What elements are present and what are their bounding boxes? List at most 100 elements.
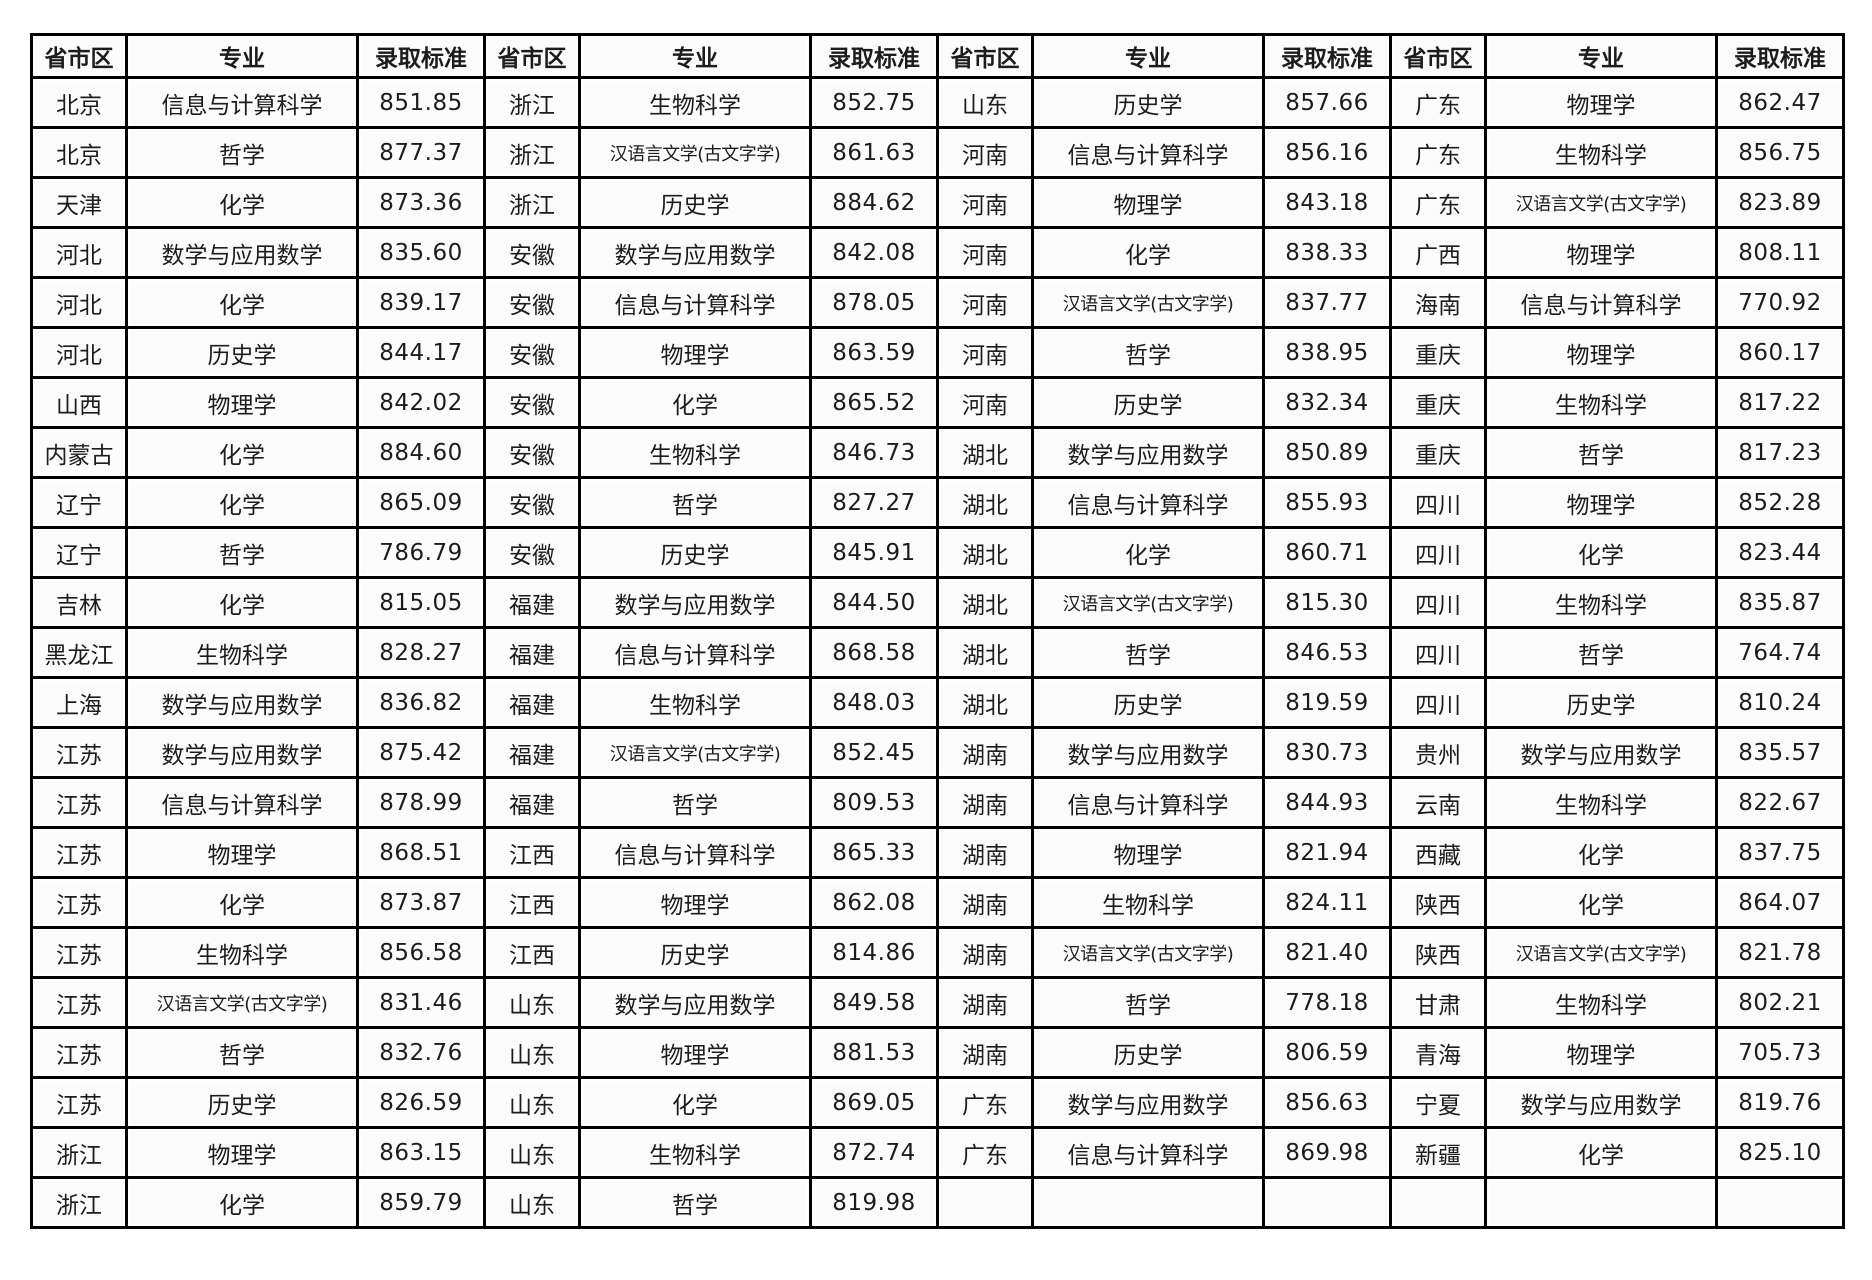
score-cell: 863.59 — [809, 326, 939, 379]
score-cell: 863.15 — [356, 1126, 486, 1179]
column-header-score: 录取标准 — [1262, 33, 1392, 79]
column-header-score: 录取标准 — [1715, 33, 1845, 79]
score-cell: 846.53 — [1262, 626, 1392, 679]
province-cell: 青海 — [1389, 1026, 1487, 1079]
score-cell: 808.11 — [1715, 226, 1845, 279]
province-cell: 江苏 — [30, 926, 128, 979]
table-row: 江苏 信息与计算科学 878.99 福建 哲学 809.53 湖南 信息与计算科学 844.93… — [30, 776, 1845, 829]
province-cell: 河南 — [936, 126, 1034, 179]
score-cell: 873.87 — [356, 876, 486, 929]
score-cell: 878.05 — [809, 276, 939, 329]
province-cell: 广东 — [1389, 76, 1487, 129]
major-cell: 化学 — [1031, 526, 1265, 579]
major-cell: 生物科学 — [578, 1126, 812, 1179]
column-header-score: 录取标准 — [356, 33, 486, 79]
major-cell: 化学 — [1484, 876, 1718, 929]
score-cell: 848.03 — [809, 676, 939, 729]
score-cell: 817.22 — [1715, 376, 1845, 429]
major-cell: 汉语言文学(古文字学) — [125, 976, 359, 1029]
major-cell: 生物科学 — [125, 626, 359, 679]
score-cell: 852.75 — [809, 76, 939, 129]
major-cell: 历史学 — [578, 526, 812, 579]
province-cell: 湖北 — [936, 626, 1034, 679]
province-cell: 西藏 — [1389, 826, 1487, 879]
score-cell — [1715, 1176, 1845, 1229]
major-cell: 数学与应用数学 — [578, 226, 812, 279]
province-cell: 山东 — [483, 1176, 581, 1229]
major-cell — [1031, 1176, 1265, 1229]
score-cell: 832.34 — [1262, 376, 1392, 429]
province-cell: 广东 — [936, 1126, 1034, 1179]
major-cell: 数学与应用数学 — [1031, 1076, 1265, 1129]
table-row: 天津 化学 873.36 浙江 历史学 884.62 河南 物理学 843.18 广东 汉语言文学(… — [30, 176, 1845, 229]
major-cell: 生物科学 — [1031, 876, 1265, 929]
table-row: 江苏 化学 873.87 江西 物理学 862.08 湖南 生物科学 824.11 陕西 化学 864… — [30, 876, 1845, 929]
score-cell: 864.07 — [1715, 876, 1845, 929]
province-cell: 福建 — [483, 776, 581, 829]
major-cell: 数学与应用数学 — [1031, 426, 1265, 479]
score-cell: 877.37 — [356, 126, 486, 179]
major-cell: 信息与计算科学 — [578, 826, 812, 879]
major-cell: 汉语言文学(古文字学) — [1031, 926, 1265, 979]
score-cell: 857.66 — [1262, 76, 1392, 129]
major-cell: 哲学 — [578, 476, 812, 529]
major-cell: 物理学 — [1484, 326, 1718, 379]
major-cell: 哲学 — [1031, 626, 1265, 679]
score-cell: 838.95 — [1262, 326, 1392, 379]
table-row: 江苏 数学与应用数学 875.42 福建 汉语言文学(古文字学) 852.45 湖南 数学与应… — [30, 726, 1845, 779]
major-cell: 哲学 — [1031, 326, 1265, 379]
province-cell: 河南 — [936, 276, 1034, 329]
province-cell: 湖北 — [936, 676, 1034, 729]
major-cell: 化学 — [1484, 826, 1718, 879]
major-cell: 汉语言文学(古文字学) — [578, 126, 812, 179]
table-header-row: 省市区 专业 录取标准 省市区 专业 录取标准 省市区 专业 录取标准 省市区 专业 录取标准 — [30, 33, 1845, 79]
province-cell: 安徽 — [483, 276, 581, 329]
score-cell: 856.58 — [356, 926, 486, 979]
major-cell: 数学与应用数学 — [578, 576, 812, 629]
province-cell: 安徽 — [483, 426, 581, 479]
province-cell: 湖南 — [936, 776, 1034, 829]
province-cell: 重庆 — [1389, 326, 1487, 379]
major-cell: 化学 — [125, 276, 359, 329]
score-cell: 825.10 — [1715, 1126, 1845, 1179]
province-cell: 四川 — [1389, 576, 1487, 629]
province-cell: 重庆 — [1389, 426, 1487, 479]
province-cell: 江西 — [483, 876, 581, 929]
score-cell: 835.57 — [1715, 726, 1845, 779]
province-cell — [936, 1176, 1034, 1229]
province-cell: 浙江 — [483, 126, 581, 179]
major-cell: 哲学 — [578, 1176, 812, 1229]
province-cell: 江西 — [483, 926, 581, 979]
major-cell: 物理学 — [1031, 176, 1265, 229]
major-cell: 化学 — [125, 476, 359, 529]
major-cell: 哲学 — [1484, 626, 1718, 679]
score-cell: 868.58 — [809, 626, 939, 679]
major-cell: 信息与计算科学 — [1031, 1126, 1265, 1179]
province-cell: 海南 — [1389, 276, 1487, 329]
major-cell: 化学 — [125, 576, 359, 629]
province-cell: 安徽 — [483, 326, 581, 379]
major-cell — [1484, 1176, 1718, 1229]
province-cell: 山东 — [483, 976, 581, 1029]
province-cell: 江苏 — [30, 826, 128, 879]
table-row: 江苏 哲学 832.76 山东 物理学 881.53 湖南 历史学 806.59 青海 物理学 705… — [30, 1026, 1845, 1079]
province-cell: 宁夏 — [1389, 1076, 1487, 1129]
province-cell: 河南 — [936, 176, 1034, 229]
score-cell: 819.76 — [1715, 1076, 1845, 1129]
score-cell: 849.58 — [809, 976, 939, 1029]
score-cell: 821.78 — [1715, 926, 1845, 979]
province-cell: 湖北 — [936, 576, 1034, 629]
major-cell: 生物科学 — [125, 926, 359, 979]
province-cell: 陕西 — [1389, 876, 1487, 929]
score-cell: 832.76 — [356, 1026, 486, 1079]
province-cell: 四川 — [1389, 626, 1487, 679]
score-cell: 872.74 — [809, 1126, 939, 1179]
province-cell: 湖南 — [936, 976, 1034, 1029]
major-cell: 物理学 — [125, 1126, 359, 1179]
major-cell: 物理学 — [1484, 76, 1718, 129]
major-cell: 物理学 — [1031, 826, 1265, 879]
table-row: 黑龙江 生物科学 828.27 福建 信息与计算科学 868.58 湖北 哲学 846.53 四川… — [30, 626, 1845, 679]
column-header-major: 专业 — [1031, 33, 1265, 79]
province-cell: 山东 — [936, 76, 1034, 129]
score-cell: 852.28 — [1715, 476, 1845, 529]
